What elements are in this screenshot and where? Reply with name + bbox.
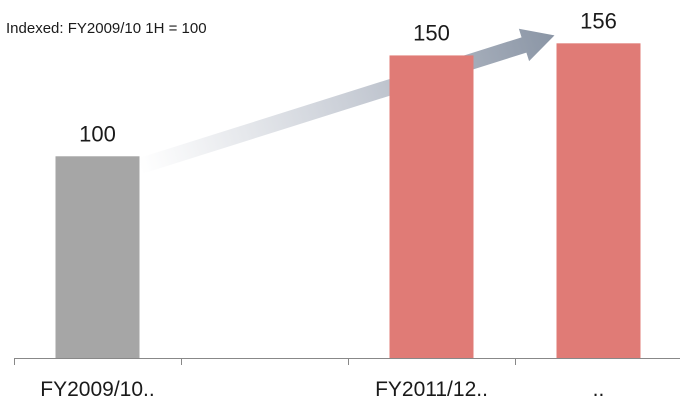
x-tick-label: .. xyxy=(593,378,605,401)
data-label: 100 xyxy=(79,121,116,146)
bar xyxy=(389,55,474,359)
bar xyxy=(556,43,641,358)
data-label: 150 xyxy=(413,20,450,45)
bar xyxy=(55,156,140,358)
trend-arrow xyxy=(137,28,555,174)
x-tick-label: FY2011/12.. xyxy=(375,378,488,401)
chart-subtitle: Indexed: FY2009/10 1H = 100 xyxy=(6,20,207,37)
data-label: 156 xyxy=(580,8,617,33)
x-tick-label: FY2009/10.. xyxy=(40,378,154,401)
